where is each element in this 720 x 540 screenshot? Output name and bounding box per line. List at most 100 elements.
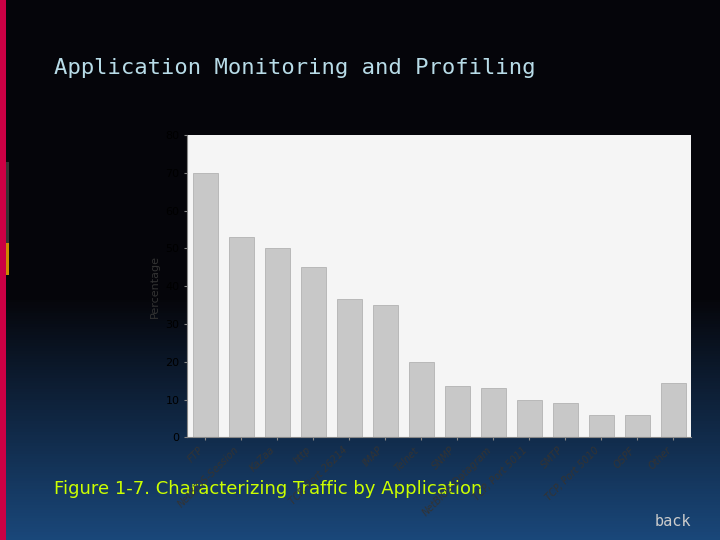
Bar <box>0 383 720 386</box>
Bar <box>0 224 720 227</box>
Bar <box>0 364 720 367</box>
Bar <box>0 189 720 192</box>
Bar <box>0 265 720 267</box>
Bar <box>0 340 720 343</box>
Bar <box>0 108 720 111</box>
Bar <box>0 402 720 405</box>
Bar <box>0 302 720 305</box>
Bar <box>0 359 720 362</box>
Bar <box>0 448 720 451</box>
Bar <box>0 284 720 286</box>
Bar <box>0 213 720 216</box>
Bar <box>0 416 720 418</box>
Bar <box>0 167 720 170</box>
Bar <box>0 5 720 8</box>
Bar <box>0 367 720 370</box>
Bar <box>0 84 720 86</box>
Bar <box>0 313 720 316</box>
Bar <box>0 151 720 154</box>
Bar <box>0 162 720 165</box>
Bar <box>0 500 720 502</box>
Bar <box>0 478 720 481</box>
Bar <box>0 170 720 173</box>
Bar <box>0 181 720 184</box>
Bar <box>6 162 9 243</box>
Bar <box>0 518 720 521</box>
Bar <box>0 446 720 448</box>
Bar <box>0 54 720 57</box>
Bar <box>0 537 720 540</box>
Bar <box>0 310 720 313</box>
Bar <box>0 451 720 454</box>
Bar <box>6 243 9 275</box>
Bar <box>0 481 720 483</box>
Bar <box>481 388 505 437</box>
Bar <box>0 375 720 378</box>
Bar <box>0 502 720 505</box>
Bar <box>0 73 720 76</box>
Bar <box>0 475 720 478</box>
Bar <box>0 65 720 68</box>
Bar <box>0 122 720 124</box>
Y-axis label: Percentage: Percentage <box>150 255 160 318</box>
Bar <box>0 510 720 513</box>
Bar <box>0 97 720 100</box>
Bar <box>0 346 720 348</box>
Bar <box>0 348 720 351</box>
Bar <box>0 292 720 294</box>
Bar <box>0 516 720 518</box>
Bar <box>0 176 720 178</box>
Bar <box>0 338 720 340</box>
Bar <box>0 76 720 78</box>
Bar <box>0 321 720 324</box>
Bar <box>0 472 720 475</box>
Bar <box>0 94 720 97</box>
Bar <box>0 370 720 373</box>
Bar <box>0 49 720 51</box>
Bar <box>588 415 613 437</box>
Bar <box>0 86 720 89</box>
Bar <box>0 429 720 432</box>
Bar <box>0 205 720 208</box>
Bar <box>0 235 720 238</box>
Bar <box>0 248 720 251</box>
Bar <box>0 508 720 510</box>
Bar <box>0 157 720 159</box>
Bar <box>0 505 720 508</box>
Bar <box>0 529 720 532</box>
Bar <box>0 127 720 130</box>
Bar <box>0 8 720 11</box>
Bar <box>0 16 720 19</box>
Bar <box>0 89 720 92</box>
Bar <box>0 532 720 535</box>
Bar <box>0 483 720 486</box>
Bar <box>0 92 720 94</box>
Bar <box>0 132 720 135</box>
Bar <box>0 68 720 70</box>
Bar <box>0 11 720 14</box>
Bar <box>0 194 720 197</box>
Bar <box>0 305 720 308</box>
Bar <box>0 443 720 445</box>
Bar <box>0 59 720 62</box>
Bar <box>229 237 254 437</box>
Bar <box>0 437 720 440</box>
Bar <box>0 497 720 500</box>
Bar <box>0 405 720 408</box>
Bar <box>0 240 720 243</box>
Bar <box>0 14 720 16</box>
Bar <box>0 116 720 119</box>
Bar <box>0 165 720 167</box>
Bar <box>0 111 720 113</box>
Bar <box>624 415 649 437</box>
Bar <box>0 535 720 537</box>
Bar <box>0 467 720 470</box>
Bar <box>0 494 720 497</box>
Bar <box>0 418 720 421</box>
Bar <box>0 327 720 329</box>
Bar <box>0 351 720 354</box>
Bar <box>0 421 720 424</box>
Bar <box>0 289 720 292</box>
Bar <box>0 356 720 359</box>
Bar <box>0 219 720 221</box>
